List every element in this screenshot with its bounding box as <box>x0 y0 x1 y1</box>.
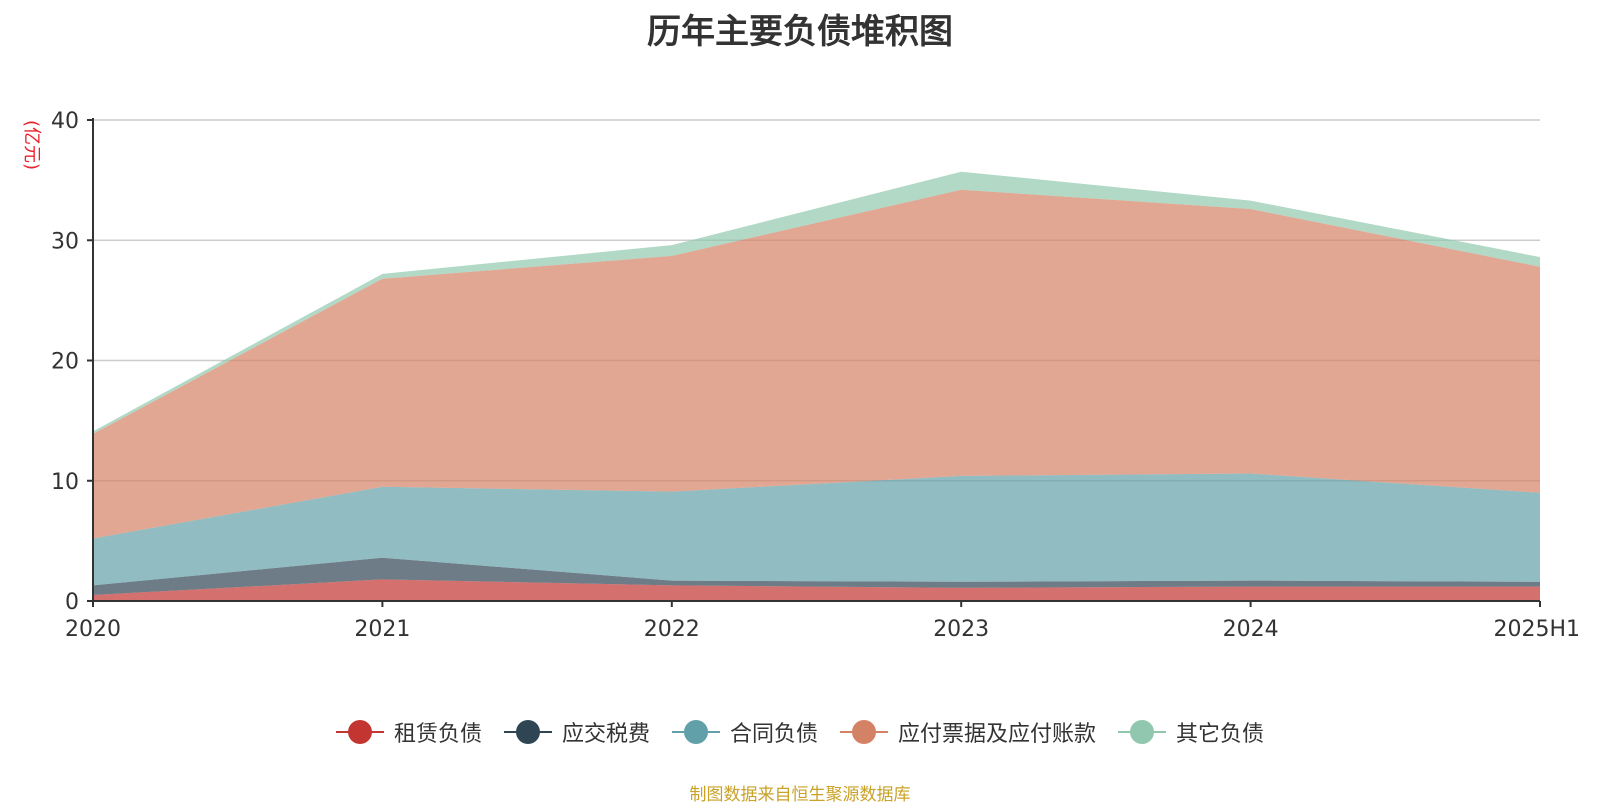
legend-item[interactable]: 应交税费 <box>503 716 650 748</box>
legend-marker-dot <box>683 720 708 744</box>
legend-marker-dot <box>515 720 540 744</box>
legend-label: 合同负债 <box>729 722 818 747</box>
y-tick-label: 20 <box>51 350 79 375</box>
legend: 租赁负债 应交税费 合同负债 应付票据及应付账款 其它负债 <box>0 716 1600 748</box>
y-tick-label: 10 <box>51 470 79 495</box>
legend-marker-icon <box>671 720 720 744</box>
legend-label: 租赁负债 <box>393 722 482 747</box>
y-axis-unit-label: (亿元) <box>21 120 42 170</box>
x-tick-label: 2023 <box>933 617 989 642</box>
x-tick-label: 2021 <box>354 617 410 642</box>
legend-marker-dot <box>347 720 372 744</box>
legend-marker-dot <box>852 720 876 744</box>
area-series-0 <box>93 579 1540 601</box>
area-series-1 <box>93 557 1540 595</box>
legend-marker-icon <box>1118 720 1167 744</box>
legend-item[interactable]: 其它负债 <box>1118 716 1264 748</box>
chart-title: 历年主要负债堆积图 <box>647 12 953 52</box>
legend-label: 其它负债 <box>1176 722 1265 747</box>
stacked-area-chart: 0 10 20 30 40 2020 2021 2022 2023 2024 2025H1 (亿元) <box>21 109 1580 642</box>
legend-item[interactable]: 应付票据及应付账款 <box>840 716 1096 748</box>
legend-label: 应交税费 <box>561 722 650 747</box>
legend-marker-icon <box>840 720 888 744</box>
legend-label: 应付票据及应付账款 <box>898 722 1097 747</box>
y-tick-label: 30 <box>51 229 79 254</box>
x-tick-label: 2020 <box>65 617 121 642</box>
y-tick-label: 40 <box>51 109 79 134</box>
legend-marker-icon <box>335 720 384 744</box>
legend-item[interactable]: 租赁负债 <box>335 716 482 748</box>
x-tick-label: 2024 <box>1223 617 1279 642</box>
legend-marker-dot <box>1130 720 1155 744</box>
legend-item[interactable]: 合同负债 <box>671 716 818 748</box>
legend-marker-icon <box>503 720 552 744</box>
y-tick-label: 0 <box>65 590 79 615</box>
area-series-3 <box>93 189 1540 539</box>
area-series-2 <box>93 473 1540 586</box>
source-note: 制图数据来自恒生聚源数据库 <box>689 785 911 805</box>
x-tick-label: 2025H1 <box>1493 617 1580 642</box>
x-tick-label: 2022 <box>644 617 700 642</box>
